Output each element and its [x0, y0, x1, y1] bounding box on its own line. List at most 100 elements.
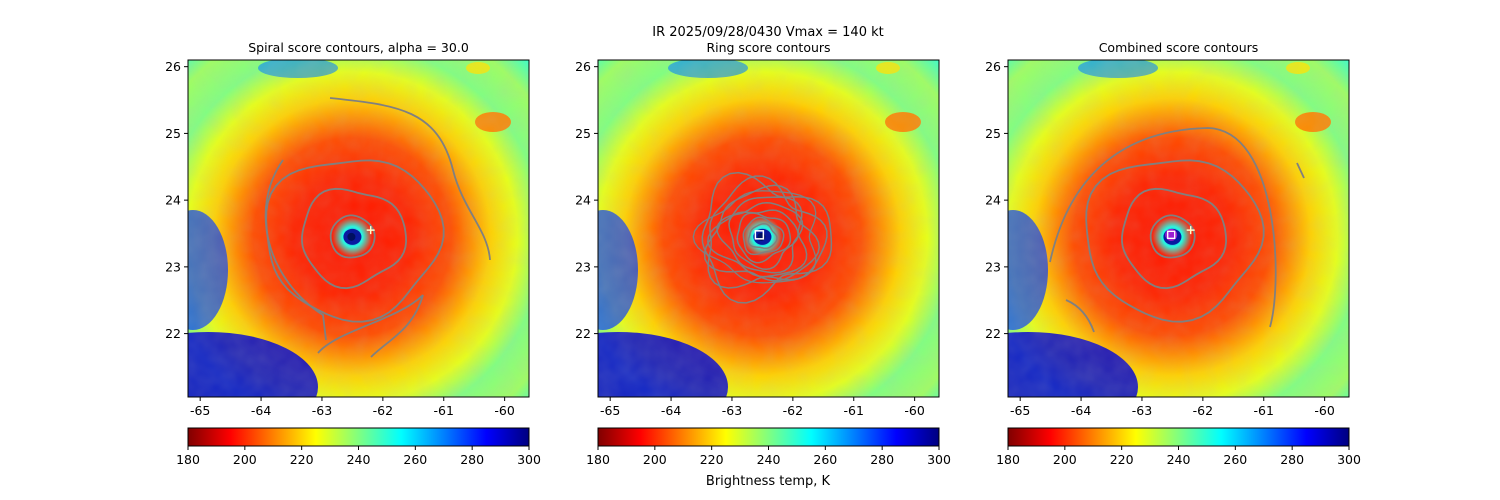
- colorbar-tick-label: 280: [460, 452, 484, 467]
- x-tick-label: -61: [1254, 403, 1274, 418]
- contour-line: [1296, 162, 1305, 179]
- contour-line: [742, 216, 785, 256]
- panel-3: Combined score contours -65 -64 -63 -62 -61 -6…: [985, 40, 1361, 467]
- x-tick-label: -64: [1071, 403, 1091, 418]
- colorbar-tick-label: 300: [927, 452, 951, 467]
- x-tick-label: -63: [722, 403, 742, 418]
- first-guess-marker: [366, 226, 375, 235]
- axes-frame: [597, 59, 940, 398]
- panel-1: Spiral score contours, alpha = 30.0 -65 -6…: [165, 40, 541, 467]
- contour-line: [736, 212, 792, 264]
- contour-line: [370, 294, 424, 358]
- texture-overlay: [598, 60, 939, 397]
- colorbar-tick-label: 240: [757, 452, 781, 467]
- contour-line: [301, 187, 408, 290]
- x-tick-label: -61: [844, 403, 864, 418]
- colorbar-tick-label: 220: [1110, 452, 1134, 467]
- contour-line: [747, 222, 778, 250]
- colorbar-tick-label: 240: [347, 452, 371, 467]
- panel-title: Spiral score contours, alpha = 30.0: [248, 40, 469, 55]
- colorbar: 180 200 220 240 260 280 300: [586, 427, 951, 467]
- contour-line: [1049, 127, 1277, 328]
- contour-line: [329, 97, 491, 261]
- score-contours: [692, 171, 833, 304]
- score-contours: [264, 97, 491, 358]
- x-tick-label: -60: [1314, 403, 1334, 418]
- x-tick-label: -60: [494, 403, 514, 418]
- colorbar-tick-label: 200: [1053, 452, 1077, 467]
- contour-line: [707, 196, 808, 278]
- colorbar-tick-label: 280: [870, 452, 894, 467]
- colorbar-tick-label: 300: [517, 452, 541, 467]
- ring-center-marker: [754, 230, 765, 240]
- x-tick-label: -62: [373, 403, 393, 418]
- x-tick-label: -61: [434, 403, 454, 418]
- x-tick-label: -64: [661, 403, 681, 418]
- contour-line: [728, 209, 799, 271]
- score-contours: [1049, 127, 1305, 333]
- contour-line: [1149, 214, 1196, 259]
- contour-line: [1085, 159, 1265, 323]
- colorbar: 180 200 220 240 260 280 300: [996, 427, 1361, 467]
- x-tick-label: -65: [190, 403, 210, 418]
- contour-line: [1065, 299, 1095, 333]
- y-tick-label: 25: [165, 126, 181, 141]
- contour-line: [701, 171, 833, 304]
- y-tick-label: 25: [985, 126, 1001, 141]
- y-tick-label: 23: [575, 259, 591, 274]
- colorbar-gradient: [1007, 427, 1350, 447]
- colorbar-tick-label: 260: [403, 452, 427, 467]
- colorbar-tick-label: 200: [233, 452, 257, 467]
- x-tick-label: -65: [1010, 403, 1030, 418]
- y-tick-label: 26: [985, 59, 1001, 74]
- y-tick-label: 22: [985, 326, 1001, 341]
- combined-center-marker: [1167, 230, 1176, 239]
- y-tick-label: 24: [985, 193, 1001, 208]
- brightness-temp-field: [598, 60, 939, 397]
- colorbar-tick-label: 300: [1337, 452, 1361, 467]
- colorbar-tick-label: 240: [1167, 452, 1191, 467]
- brightness-temp-field: [188, 60, 529, 397]
- panel-title: Combined score contours: [1099, 40, 1259, 55]
- brightness-temp-field: [1008, 60, 1349, 397]
- contour-line: [329, 214, 376, 259]
- panel-title: Ring score contours: [706, 40, 830, 55]
- colorbar-label: Brightness temp, K: [706, 474, 831, 489]
- x-tick-label: -63: [1132, 403, 1152, 418]
- x-tick-label: -60: [904, 403, 924, 418]
- figure-suptitle: IR 2025/09/28/0430 Vmax = 140 kt: [652, 25, 883, 40]
- storm-eye-core: [347, 232, 356, 241]
- x-tick-label: -62: [1193, 403, 1213, 418]
- texture-overlay: [1008, 60, 1349, 397]
- y-tick-label: 26: [575, 59, 591, 74]
- y-tick-label: 26: [165, 59, 181, 74]
- colorbar-tick-label: 220: [700, 452, 724, 467]
- y-tick-label: 24: [165, 193, 181, 208]
- contour-line: [692, 190, 817, 284]
- axes-frame: [187, 59, 530, 398]
- x-tick-label: -62: [783, 403, 803, 418]
- colorbar-gradient: [597, 427, 940, 447]
- colorbar-tick-label: 280: [1280, 452, 1304, 467]
- panel-2: Ring score contours -65 -64 -63 -62 -61 -60 22 2…: [575, 40, 951, 467]
- axes-frame: [1007, 59, 1350, 398]
- colorbar-tick-label: 260: [1223, 452, 1247, 467]
- colorbar-tick-label: 200: [643, 452, 667, 467]
- colorbar-tick-label: 180: [996, 452, 1020, 467]
- first-guess-marker: [1186, 226, 1195, 235]
- x-tick-label: -65: [600, 403, 620, 418]
- contour-line: [1121, 187, 1228, 290]
- y-tick-label: 23: [985, 259, 1001, 274]
- colorbar-tick-label: 180: [176, 452, 200, 467]
- y-tick-label: 25: [575, 126, 591, 141]
- x-tick-label: -63: [312, 403, 332, 418]
- contour-line: [264, 159, 327, 341]
- colorbar-gradient: [187, 427, 530, 447]
- x-tick-label: -64: [251, 403, 271, 418]
- contour-line: [716, 201, 804, 274]
- colorbar-tick-label: 220: [290, 452, 314, 467]
- colorbar-tick-label: 180: [586, 452, 610, 467]
- y-tick-label: 22: [165, 326, 181, 341]
- texture-overlay: [188, 60, 529, 397]
